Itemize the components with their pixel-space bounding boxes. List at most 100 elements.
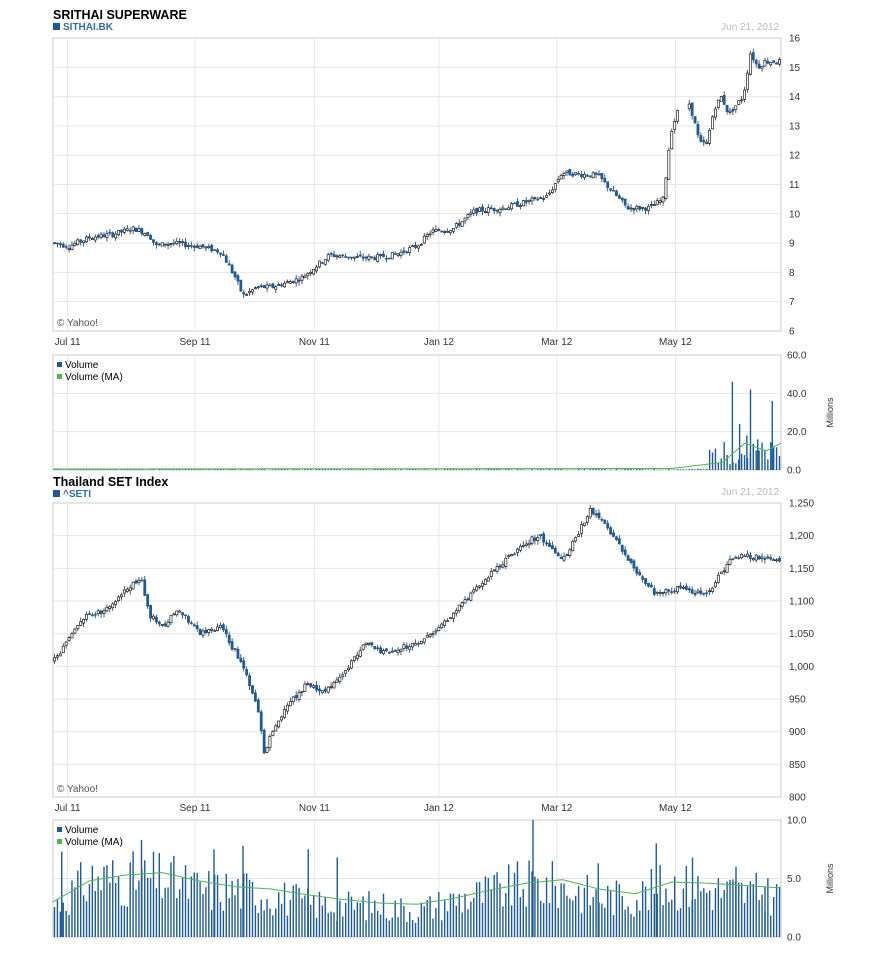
candle-body bbox=[155, 616, 158, 623]
volume-bar bbox=[222, 469, 225, 470]
volume-bar bbox=[376, 468, 379, 470]
candle-body bbox=[536, 198, 540, 201]
candle-body bbox=[108, 606, 112, 609]
volume-bar bbox=[673, 469, 676, 470]
candle-body bbox=[128, 587, 132, 591]
candle-body bbox=[347, 667, 350, 670]
volume-bar bbox=[333, 912, 335, 937]
x-tick-label: Mar 12 bbox=[541, 337, 573, 348]
candle-body bbox=[137, 579, 141, 583]
candle-body bbox=[615, 536, 618, 540]
candle-body bbox=[169, 243, 173, 245]
x-tick-label: Sep 11 bbox=[179, 803, 210, 814]
volume-bar bbox=[505, 468, 507, 470]
candle-body bbox=[122, 228, 126, 233]
candle-body bbox=[484, 579, 487, 585]
volume-bar bbox=[601, 903, 603, 937]
candle-body bbox=[440, 623, 444, 628]
candle-body bbox=[111, 603, 115, 609]
candle-body bbox=[213, 249, 217, 251]
candle-body bbox=[76, 239, 80, 245]
volume-bar bbox=[409, 469, 411, 470]
volume-bar bbox=[429, 896, 431, 937]
volume-bar bbox=[443, 469, 446, 470]
candle-body bbox=[425, 635, 429, 638]
candle-body bbox=[320, 690, 324, 694]
chart-1-ticker[interactable]: SITHAI.BK bbox=[53, 22, 113, 33]
candle-body bbox=[530, 536, 534, 544]
candle-body bbox=[390, 650, 394, 653]
volume-bar bbox=[752, 884, 754, 937]
volume-bar bbox=[231, 468, 233, 470]
candle-body bbox=[58, 653, 62, 657]
volume-bar bbox=[414, 468, 417, 470]
volume-bar bbox=[385, 469, 388, 470]
candle-body bbox=[664, 589, 668, 594]
candle-body bbox=[594, 172, 598, 175]
candle-body bbox=[714, 582, 717, 588]
candle-body bbox=[553, 547, 557, 554]
candle-body bbox=[309, 271, 313, 274]
y-tick-label: 850 bbox=[789, 760, 806, 771]
candle-body bbox=[277, 284, 281, 286]
volume-bar bbox=[263, 469, 265, 470]
candle-body bbox=[117, 596, 120, 601]
candle-body bbox=[498, 565, 502, 568]
volume-bar bbox=[283, 468, 286, 470]
candle-body bbox=[216, 249, 219, 253]
candle-body bbox=[498, 209, 502, 213]
volume-bar bbox=[245, 873, 248, 937]
candle-body bbox=[612, 532, 615, 537]
candle-body bbox=[160, 242, 164, 247]
volume-bar bbox=[685, 866, 688, 937]
candle-body bbox=[146, 594, 150, 607]
volume-bar bbox=[225, 873, 227, 937]
candle-body bbox=[437, 627, 441, 631]
volume-bar bbox=[91, 469, 94, 470]
candle-body bbox=[556, 552, 560, 557]
volume-bar bbox=[158, 853, 161, 937]
candle-body bbox=[178, 610, 182, 613]
volume-bar bbox=[618, 884, 621, 937]
set-index-price-chart-frame bbox=[52, 502, 782, 798]
candle-body bbox=[457, 222, 461, 226]
candle-body bbox=[152, 615, 155, 620]
candle-body bbox=[419, 243, 423, 246]
candle-body bbox=[769, 557, 773, 560]
volume-bar bbox=[752, 443, 754, 470]
candle-body bbox=[93, 613, 97, 616]
x-tick-label: Mar 12 bbox=[541, 803, 573, 814]
candle-body bbox=[114, 601, 118, 605]
volume-bar bbox=[286, 469, 289, 470]
chart-2-ticker[interactable]: ^SETI bbox=[53, 489, 91, 500]
candle-body bbox=[204, 629, 208, 634]
volume-bar bbox=[362, 468, 364, 470]
candle-body bbox=[56, 655, 59, 658]
candle-body bbox=[708, 130, 712, 144]
candle-body bbox=[224, 629, 228, 635]
candle-body bbox=[114, 233, 118, 239]
candle-body bbox=[379, 647, 383, 654]
candle-body bbox=[702, 592, 706, 595]
volume-bar bbox=[286, 915, 289, 937]
volume-bar bbox=[65, 910, 67, 937]
candle-body bbox=[210, 628, 214, 631]
volume-bar bbox=[307, 468, 309, 470]
volume-bar bbox=[292, 469, 294, 470]
volume-bar bbox=[452, 468, 455, 470]
candle-body bbox=[382, 253, 385, 258]
candle-body bbox=[481, 582, 484, 587]
volume-bar bbox=[770, 915, 772, 937]
candle-body bbox=[484, 211, 487, 213]
volume-bar bbox=[344, 903, 347, 937]
candle-body bbox=[280, 284, 284, 287]
legend-swatch-volume bbox=[57, 362, 62, 367]
candle-body bbox=[469, 592, 473, 601]
candle-body bbox=[684, 585, 688, 590]
candle-body bbox=[338, 255, 342, 258]
volume-bar bbox=[88, 884, 91, 937]
volume-bar bbox=[374, 468, 376, 470]
candle-body bbox=[609, 527, 613, 535]
y-tick-label: 1,150 bbox=[789, 564, 814, 575]
volume-bar bbox=[152, 851, 155, 937]
